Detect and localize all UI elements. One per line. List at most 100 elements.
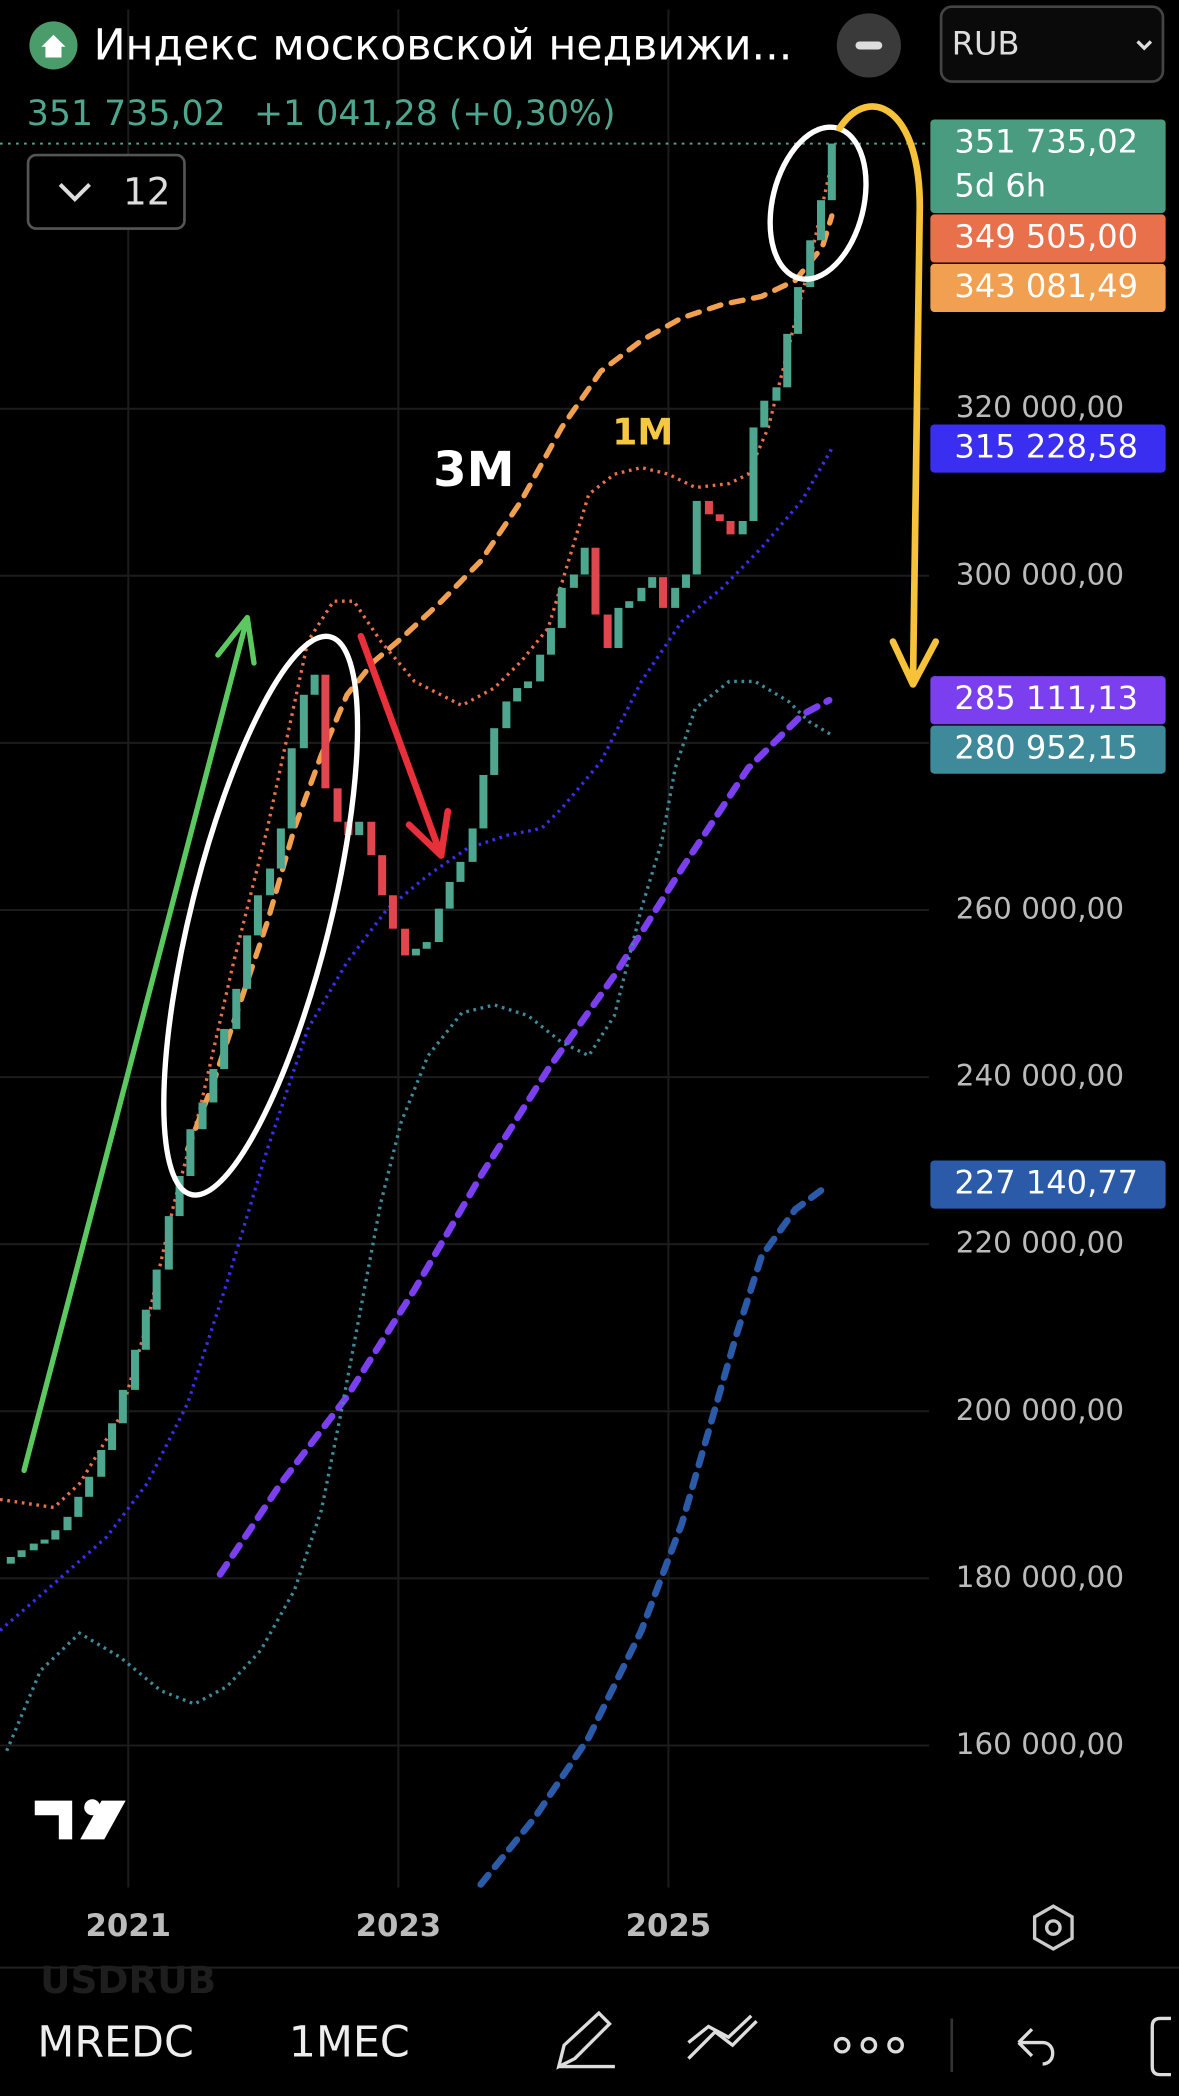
candle-body [569,574,578,588]
candle-body [445,881,454,909]
candle-body [253,895,262,936]
candle-body [659,577,668,608]
price-label-box [930,725,1166,774]
candle-body [232,988,241,1029]
candle-body [580,547,589,575]
price-label-box [930,214,1166,263]
indicators-toggle[interactable] [26,153,186,230]
candle-body [726,520,735,535]
candle-body [131,1349,140,1390]
y-tick-label: 320 000,00 [956,390,1124,424]
candle-body [152,1269,161,1310]
indicator-line [477,1181,833,1888]
watermark: USDRUB [40,1958,216,2002]
candle-body [637,587,646,602]
price-label-box [930,119,1166,214]
candle-body [557,587,566,628]
candle-body [388,895,397,929]
candle-body [704,500,713,515]
header: Индекс московской недвижи... RUB 351 735… [26,5,1165,230]
candle-body [490,728,499,775]
symbol-button[interactable]: MREDC [37,2018,193,2068]
price-label-box [930,1160,1166,1209]
candle-body [220,1028,229,1070]
candle-body [681,574,690,588]
arrow-curved [836,103,940,688]
price-label: 285 111,13 [954,679,1138,717]
candle-body [760,400,769,428]
candle-body [108,1423,117,1451]
candle-body [355,821,364,836]
candle-body [6,1556,15,1564]
x-tick-label: 2025 [626,1908,712,1944]
countdown: 5d 6h [954,167,1046,205]
price-label-box [930,424,1166,473]
symbol-title[interactable]: Индекс московской недвижи... [94,21,793,71]
candle-body [310,674,319,695]
candle-body [186,1129,195,1176]
x-tick-label: 2023 [356,1908,442,1944]
candle-body [603,614,612,648]
drawings: 3M 1M [21,103,940,1474]
price-label: 227 140,77 [954,1164,1138,1202]
chevron [1136,40,1153,51]
price-label: 349 505,00 [954,217,1138,255]
tv-logo [34,1800,126,1840]
undo-button[interactable] [1017,2027,1055,2066]
candle-body [434,908,443,943]
candle-body [738,520,747,535]
draw-button[interactable] [556,2010,615,2070]
candle-body [591,547,600,615]
candle-body [321,674,330,789]
settings-button[interactable] [1032,1904,1074,1951]
indicator-line [216,696,833,1578]
candle-body [827,143,836,201]
minus-glyph [855,41,883,50]
chevron [58,183,91,203]
candle-body [85,1476,94,1497]
candle-body [772,387,781,401]
annotation: 3M [433,442,514,498]
candle-body [141,1309,150,1350]
toolbar: MREDC 1МЕС [37,2010,1171,2077]
candle-body [276,828,285,869]
price-labels: 351 735,02 5d 6h 349 505,00 343 081,49 315 2… [930,119,1166,1209]
candle-body [401,928,410,956]
candle-body [513,688,522,702]
candle-body [266,868,275,896]
fullscreen-button[interactable] [1150,2016,1171,2077]
y-tick-label: 160 000,00 [956,1727,1124,1761]
settings-glyph [1044,1919,1062,1936]
candle-body [816,200,826,241]
candle-body [502,701,511,729]
price-label: 315 228,58 [954,428,1138,466]
indicator-line [0,447,834,1632]
candle-body [118,1389,127,1424]
candle-body [63,1516,72,1531]
ellipse-drawing [161,633,361,1198]
candle-body [794,287,803,334]
price-label: 343 081,49 [954,267,1138,305]
candle-body [479,774,488,829]
currency-select[interactable] [939,5,1165,83]
y-tick-label: 260 000,00 [956,891,1124,925]
tv-logo-dot [84,1799,101,1816]
candle-body [536,654,545,682]
candle-body [783,333,792,388]
y-tick-label: 300 000,00 [956,557,1124,591]
candle-body [411,948,420,956]
interval-button[interactable]: 1МЕС [289,2018,410,2068]
indicators-button[interactable] [687,2014,758,2060]
arrow-down [357,632,452,859]
candle-body [546,627,555,655]
candle-body [333,788,342,822]
indicator-line [185,213,835,1152]
price-label: 280 952,15 [954,729,1138,767]
price-label: 351 735,02 [954,123,1138,161]
candle-body [17,1550,26,1557]
more-button[interactable] [833,2036,904,2054]
candle-body [209,1069,218,1103]
